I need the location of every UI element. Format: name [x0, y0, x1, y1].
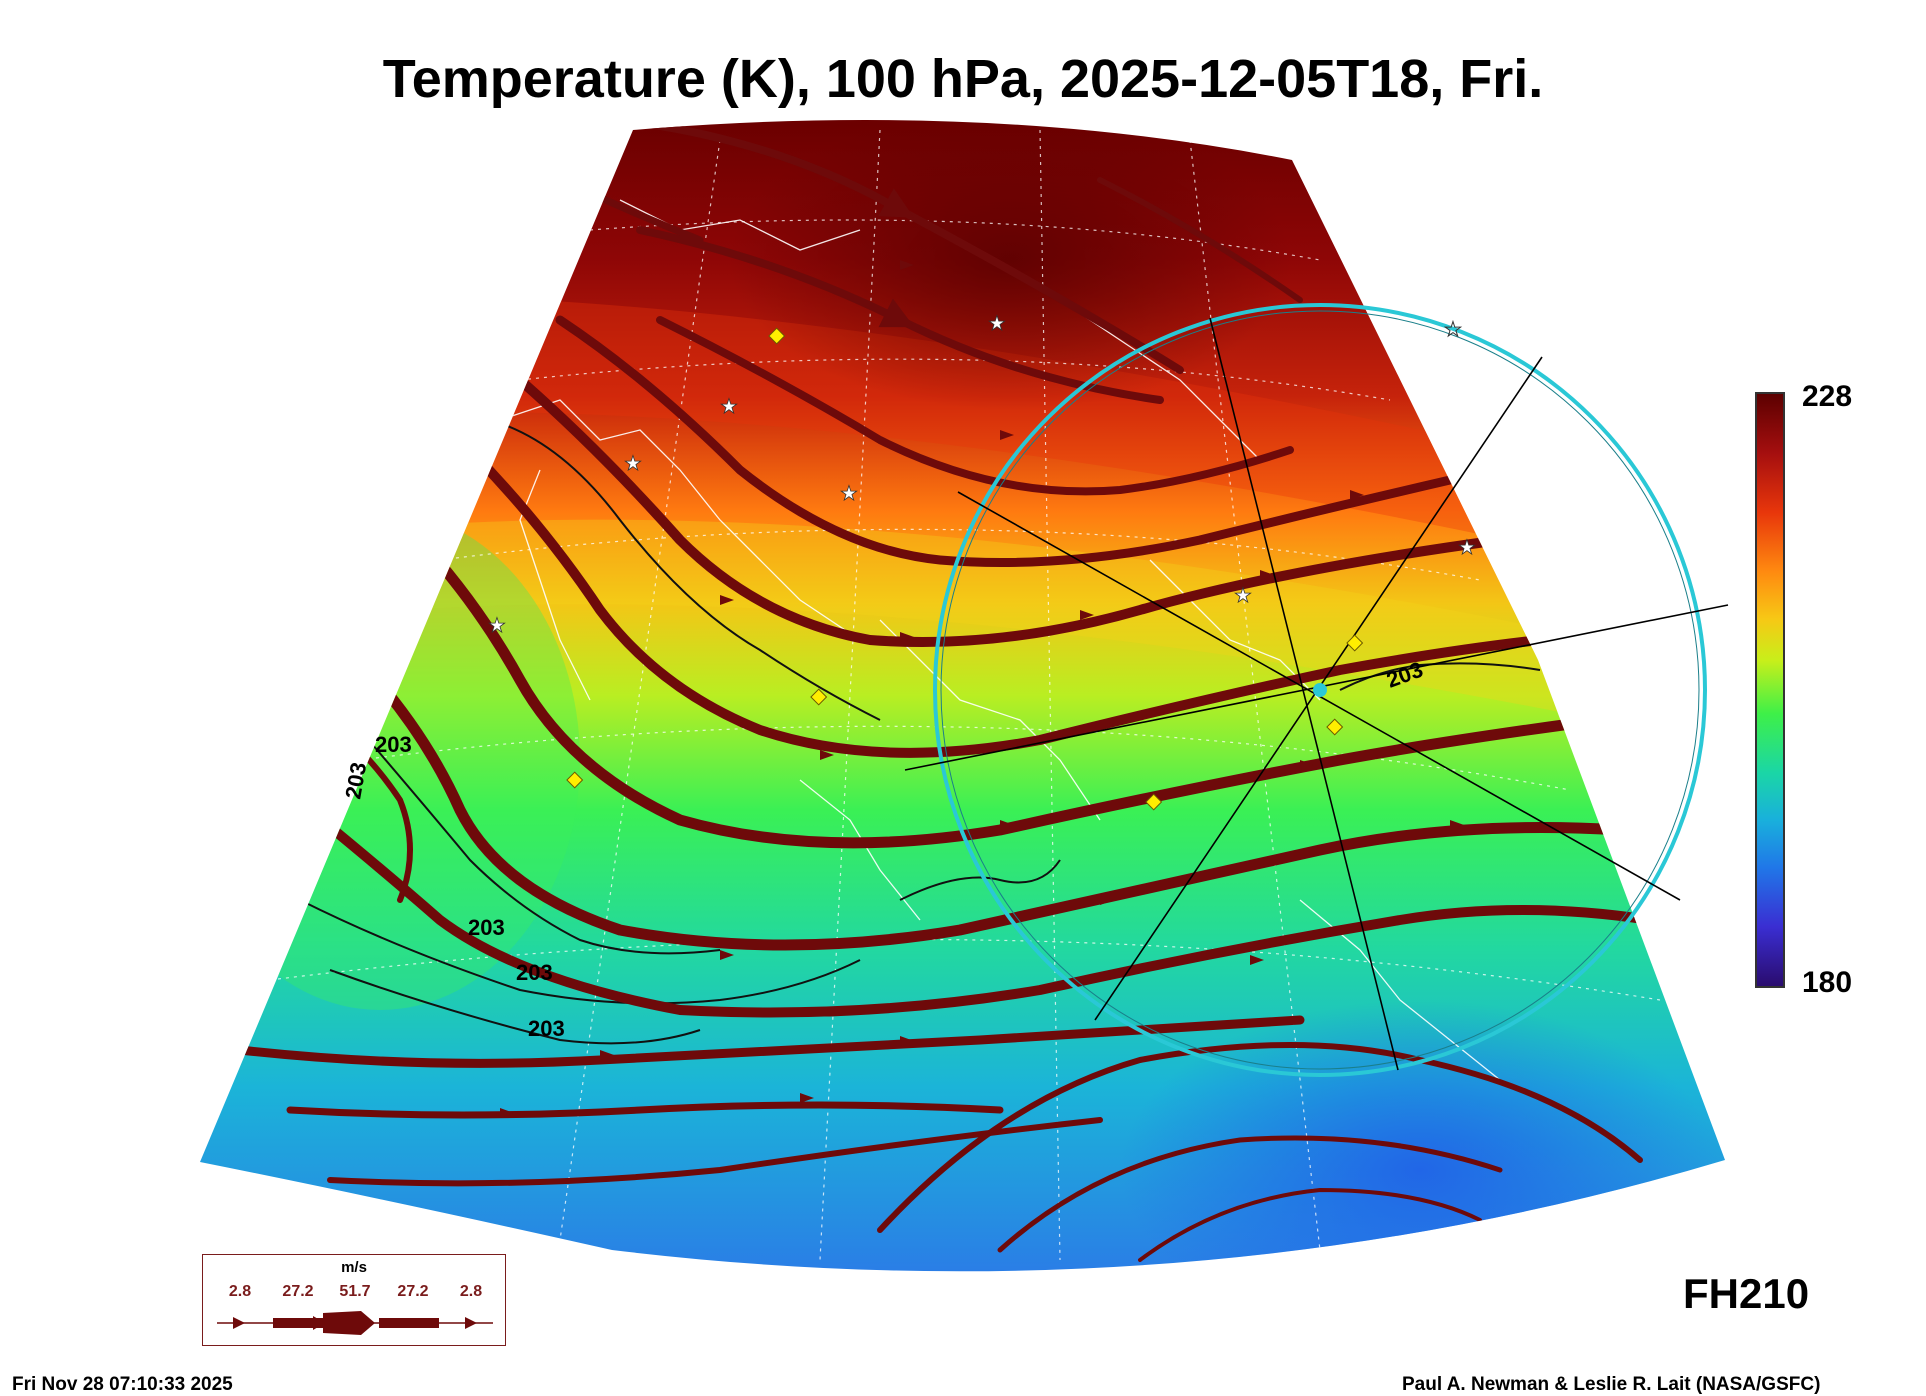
streamline	[286, 1101, 1004, 1119]
streamline	[636, 226, 1164, 404]
colorbar	[1755, 392, 1785, 988]
star-icon: ★	[1444, 317, 1462, 341]
station-diamond	[768, 327, 786, 345]
legend-value: 27.2	[282, 1283, 314, 1300]
contour-label: 203	[375, 732, 412, 757]
streamline	[997, 1135, 1503, 1253]
station-diamond	[810, 688, 828, 706]
streamline	[616, 120, 1184, 374]
star-icon: ★	[1458, 535, 1476, 559]
credit-line: Paul A. Newman & Leslie R. Lait (NASA/GS…	[1402, 1374, 1821, 1395]
streamline	[656, 316, 1294, 496]
range-ring	[904, 303, 1729, 1077]
legend-value: 2.8	[459, 1283, 483, 1300]
star-icon: ★	[988, 311, 1006, 335]
legend-value: 2.8	[228, 1283, 252, 1300]
station-diamond	[566, 771, 584, 789]
streamline	[334, 634, 1626, 951]
streamline-arrows	[500, 260, 1464, 1118]
streamline	[455, 435, 1545, 758]
map-sector: 203 203 203 203 203 203	[200, 120, 1729, 1272]
forecast-hour-label: FH210	[1683, 1270, 1810, 1317]
contour-label: 203	[468, 915, 505, 940]
streamline	[1138, 1187, 1482, 1262]
wind-speed-legend: m/s 2.8 27.2 51.7 27.2 2.8	[202, 1254, 506, 1346]
station-stars: ★ ★ ★ ★ ★ ★ ★ ★	[488, 311, 1477, 638]
station-diamond	[1326, 718, 1344, 736]
legend-unit: m/s	[341, 1259, 367, 1276]
star-icon: ★	[488, 613, 506, 637]
streamline	[555, 315, 1455, 567]
station-diamond	[1145, 793, 1163, 811]
star-icon: ★	[1234, 583, 1252, 607]
generated-timestamp: Fri Nov 28 07:10:33 2025	[12, 1374, 233, 1395]
contours	[299, 419, 1541, 1045]
map-title: Temperature (K), 100 hPa, 2025-12-05T18,…	[382, 49, 1544, 109]
colorbar-min-label: 180	[1802, 966, 1853, 999]
station-diamonds	[566, 327, 1364, 811]
legend-value: 51.7	[339, 1283, 371, 1300]
station-diamond	[1346, 634, 1364, 652]
streamline	[1097, 177, 1303, 303]
star-icon: ★	[840, 481, 858, 505]
legend-arrow-bar	[217, 1311, 493, 1335]
streamline	[235, 1015, 1305, 1068]
streamline	[255, 765, 1655, 1018]
streamline	[877, 1042, 1643, 1233]
wind-streamlines	[235, 120, 1655, 1262]
star-icon: ★	[720, 394, 738, 418]
colorbar-max-label: 228	[1802, 380, 1853, 413]
contour-label: 203	[528, 1016, 565, 1041]
contour-label: 203	[516, 960, 553, 985]
legend-value: 27.2	[397, 1283, 429, 1300]
star-icon: ★	[624, 451, 642, 475]
streamline	[394, 514, 1606, 849]
ring-center	[1313, 683, 1327, 697]
